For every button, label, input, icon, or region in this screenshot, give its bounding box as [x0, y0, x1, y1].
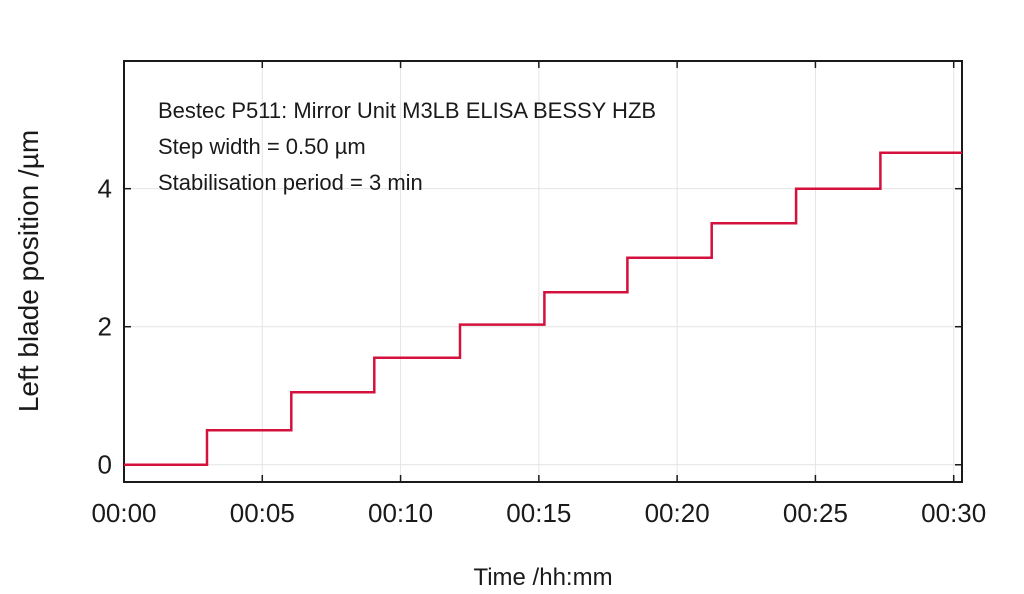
- x-tick-label: 00:15: [506, 498, 571, 528]
- annotation-line-3: Stabilisation period = 3 min: [158, 170, 423, 195]
- series-line: [124, 151, 962, 466]
- annotation-line-2: Step width = 0.50 µm: [158, 134, 366, 159]
- y-tick-label: 0: [98, 450, 112, 480]
- grid: [123, 61, 962, 482]
- annotation-line-1: Bestec P511: Mirror Unit M3LB ELISA BESS…: [158, 98, 656, 123]
- x-tick-label: 00:25: [783, 498, 848, 528]
- y-axis-label: Left blade position /µm: [13, 130, 44, 412]
- x-tick-label: 00:00: [91, 498, 156, 528]
- y-tick-label: 2: [98, 312, 112, 342]
- x-tick-label: 00:30: [921, 498, 986, 528]
- x-tick-label: 00:20: [645, 498, 710, 528]
- plot-frame: [123, 60, 963, 483]
- series-layer: [124, 151, 962, 466]
- ticks: 00:00 00:05 00:10 00:15 00:20 00:25 00:30 0 2 4: [91, 61, 986, 528]
- x-axis-label: Time /hh:mm: [473, 564, 612, 591]
- x-tick-label: 00:10: [368, 498, 433, 528]
- annotations: Bestec P511: Mirror Unit M3LB ELISA BESS…: [158, 98, 656, 195]
- y-tick-label: 4: [98, 174, 112, 204]
- x-tick-label: 00:05: [230, 498, 295, 528]
